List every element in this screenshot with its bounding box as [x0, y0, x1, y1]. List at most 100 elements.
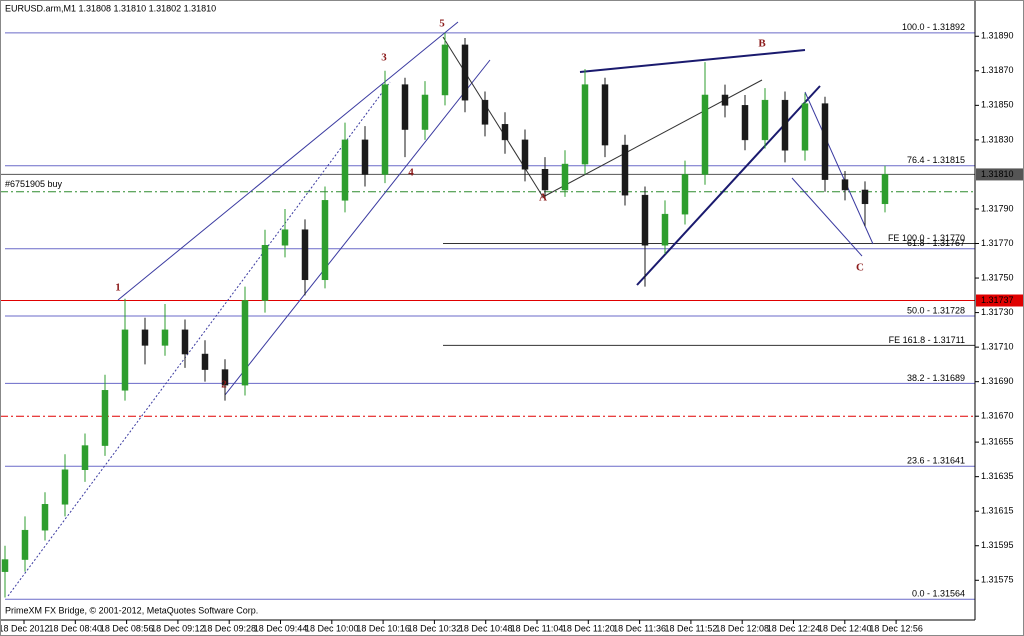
candle-body [641, 194, 649, 246]
fib-label: 0.0 - 1.31564 [912, 589, 965, 599]
candle-body [241, 300, 249, 386]
candle-body [861, 189, 869, 205]
x-tick-label: 18 Dec 11:36 [613, 623, 666, 633]
x-tick-label: 18 Dec 09:44 [254, 623, 308, 633]
x-tick-label: 18 Dec 09:28 [202, 623, 256, 633]
candle-body [501, 124, 509, 141]
wave-label: 3 [381, 52, 387, 64]
labels: 1.31890 1.31870 1.31850 1.31830 1.31790 1.317… [0, 18, 1024, 633]
x-tick-label: 18 Dec 10:32 [408, 623, 462, 633]
candle-body [261, 244, 269, 301]
candle-body [701, 94, 709, 175]
channel-line [7, 81, 391, 597]
candle-body [741, 105, 749, 141]
levels [0, 32, 975, 600]
candle-body [1, 559, 9, 572]
candle-body [841, 179, 849, 191]
x-tick-label: 18 Dec 11:04 [511, 623, 564, 633]
wave-label: B [758, 38, 766, 50]
candle-body [661, 213, 669, 246]
candle-body [381, 84, 389, 175]
candle-body [441, 44, 449, 96]
candle-body [121, 329, 129, 391]
x-tick-label: 18 Dec 12:24 [767, 623, 821, 633]
x-tick-label: 18 Dec 10:48 [459, 623, 513, 633]
price-box-label: 1.31737 [981, 295, 1014, 305]
wave-label: C [856, 262, 864, 274]
candle-body [361, 139, 369, 175]
candle-body [181, 329, 189, 355]
candle-body [201, 353, 209, 370]
candle-body [21, 529, 29, 560]
candle-body [421, 94, 429, 130]
candle-body [101, 390, 109, 446]
channel-line [117, 21, 459, 301]
x-tick-label: 18 Dec 2012 [0, 623, 50, 633]
y-tick-label: 1.31615 [981, 506, 1014, 516]
fib-label: 23.6 - 1.31641 [907, 456, 965, 466]
x-tick-label: 18 Dec 11:52 [664, 623, 717, 633]
candle-body [761, 99, 769, 141]
x-tick-label: 18 Dec 09:12 [151, 623, 205, 633]
wave-label: 5 [439, 18, 445, 30]
order-label: #6751905 buy [5, 179, 63, 189]
fib-label: 76.4 - 1.31815 [907, 155, 965, 165]
fib-label: 50.0 - 1.31728 [907, 305, 965, 315]
y-tick-label: 1.31575 [981, 575, 1014, 585]
trend-line [579, 49, 806, 73]
candle-body [321, 200, 329, 281]
candle-body [481, 99, 489, 125]
x-tick-label: 18 Dec 12:40 [818, 623, 872, 633]
fe-label: FE 161.8 - 1.31711 [889, 335, 965, 345]
candle-body [601, 84, 609, 146]
candle-body [821, 103, 829, 180]
candle-body [881, 174, 889, 205]
wave-label: 2 [221, 379, 227, 391]
y-tick-label: 1.31635 [981, 471, 1014, 481]
fib-label: 100.0 - 1.31892 [902, 22, 965, 32]
y-tick-label: 1.31595 [981, 540, 1014, 550]
candle-body [621, 144, 629, 196]
candle-body [81, 445, 89, 470]
y-tick-label: 1.31850 [981, 100, 1014, 110]
fib-label: 38.2 - 1.31689 [907, 373, 965, 383]
price-box [976, 168, 1024, 181]
x-tick-label: 18 Dec 08:56 [100, 623, 154, 633]
x-tick-label: 18 Dec 08:40 [49, 623, 103, 633]
y-tick-label: 1.31690 [981, 376, 1014, 386]
candle-body [141, 329, 149, 346]
wave-label: A [539, 192, 547, 204]
candle-body [41, 504, 49, 531]
channel-line [224, 59, 491, 396]
y-tick-label: 1.31750 [981, 272, 1014, 282]
candle-body [161, 329, 169, 346]
candle-body [681, 174, 689, 215]
price-box [976, 294, 1024, 307]
candle-body [221, 369, 229, 386]
candle-body [581, 84, 589, 165]
y-tick-label: 1.31770 [981, 238, 1014, 248]
candle-body [541, 168, 549, 191]
x-tick-label: 18 Dec 10:16 [356, 623, 410, 633]
candle-body [521, 139, 529, 170]
y-tick-label: 1.31730 [981, 307, 1014, 317]
candle-body [341, 139, 349, 201]
trend-line [636, 85, 821, 286]
candle-body [461, 44, 469, 101]
candle-body [301, 229, 309, 281]
wave-line [791, 177, 863, 257]
x-tick-label: 18 Dec 12:56 [869, 623, 923, 633]
wave-label: 4 [408, 167, 414, 179]
candles [1, 32, 889, 598]
fib-label: 61.8 - 1.31767 [907, 238, 965, 248]
wave-label: 1 [115, 282, 121, 294]
y-tick-label: 1.31655 [981, 436, 1014, 446]
x-tick-label: 18 Dec 12:08 [715, 623, 769, 633]
candle-body [61, 469, 69, 505]
candle-body [281, 229, 289, 246]
candle-body [401, 84, 409, 130]
y-tick-label: 1.31890 [981, 31, 1014, 41]
x-tick-label: 18 Dec 11:20 [562, 623, 615, 633]
